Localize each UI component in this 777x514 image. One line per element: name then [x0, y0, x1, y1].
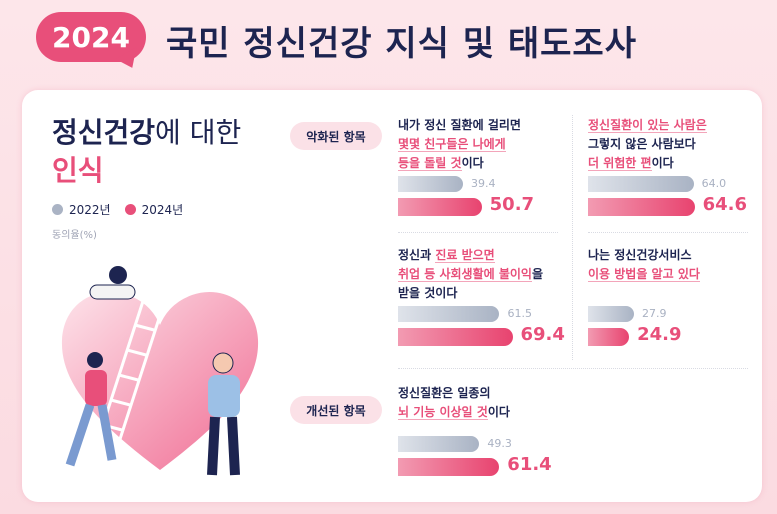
bar-2022 [588, 176, 694, 192]
question-segment: 진료 받으면 [435, 248, 495, 263]
question-segment: 취업 등 사회생활에 불이익 [398, 267, 532, 282]
value-label-2022: 49.3 [487, 437, 512, 450]
bar-2022 [588, 306, 635, 322]
bar-2024 [398, 458, 500, 476]
question-segment: 나는 정신건강서비스 [588, 248, 692, 262]
section-title: 정신건강에 대한 인식 [52, 114, 241, 190]
legend-dot [124, 204, 136, 215]
value-label-2022: 61.5 [507, 307, 532, 320]
legend-item-2024: 2024년 [124, 201, 184, 218]
heart-shape [61, 292, 259, 470]
value-label-2024: 69.4 [520, 324, 565, 345]
question-segment: 이다 [461, 156, 484, 170]
bar-2024 [398, 328, 513, 346]
value-label-2022: 27.9 [642, 307, 667, 320]
question-segment: 이다 [487, 405, 510, 419]
question-segment: 몇몇 친구들은 나에게 [398, 137, 506, 152]
question-segment: 정신질환이 있는 사람은 [588, 118, 707, 133]
value-label-2022: 64.0 [701, 177, 727, 190]
person-climbing [65, 352, 117, 467]
value-label-2024: 64.6 [702, 194, 747, 215]
legend-dot [52, 204, 63, 215]
ladder [88, 294, 167, 471]
question-segment: 정신과 [398, 248, 436, 262]
improved-pill: 개선된 항목 [290, 396, 382, 424]
year-badge: 2024 [36, 12, 146, 62]
value-label-2024: 50.7 [489, 194, 535, 215]
question-segment: 내가 정신 질환에 걸리면 [398, 118, 521, 132]
question-segment: 더 위험한 편 [588, 156, 652, 171]
person-top [89, 266, 136, 300]
page-title: 국민 정신건강 지식 및 태도조사 [166, 24, 637, 64]
title-light: 에 대한 [155, 116, 242, 149]
question-segment: 정신질환은 일종의 [398, 386, 491, 400]
value-label-2024: 24.9 [637, 324, 682, 345]
question-segment: 이용 방법을 알고 있다 [588, 267, 700, 282]
value-label-2024: 61.4 [507, 454, 552, 475]
person-standing [207, 352, 240, 476]
legend-item-2022: 2022년 [52, 201, 111, 218]
question-segment: 받을 것이다 [398, 286, 458, 300]
bar-2024 [588, 328, 630, 346]
bar-2024 [588, 198, 695, 216]
bar-2022 [398, 306, 500, 322]
question-segment: 을 [531, 267, 544, 281]
title-bold: 정신건강 [52, 116, 156, 149]
question-segment: 등을 돌릴 것 [398, 156, 462, 171]
legend-label: 2022년 [69, 203, 111, 217]
question-segment: 이다 [651, 156, 674, 170]
bar-2022 [398, 176, 463, 192]
unit-label: 동의율(%) [52, 230, 97, 241]
question-segment: 그렇지 않은 사람보다 [588, 137, 696, 151]
worsened-pill: 악화된 항목 [290, 122, 382, 150]
bar-2022 [398, 436, 480, 452]
value-label-2022: 39.4 [471, 177, 496, 190]
question-segment: 뇌 기능 이상일 것 [398, 405, 488, 420]
illustration [61, 266, 259, 476]
legend: 2022년 2024년 [52, 201, 183, 218]
title-pink: 인식 [52, 154, 104, 187]
bar-2024 [398, 198, 482, 216]
legend-label: 2024년 [141, 203, 184, 217]
